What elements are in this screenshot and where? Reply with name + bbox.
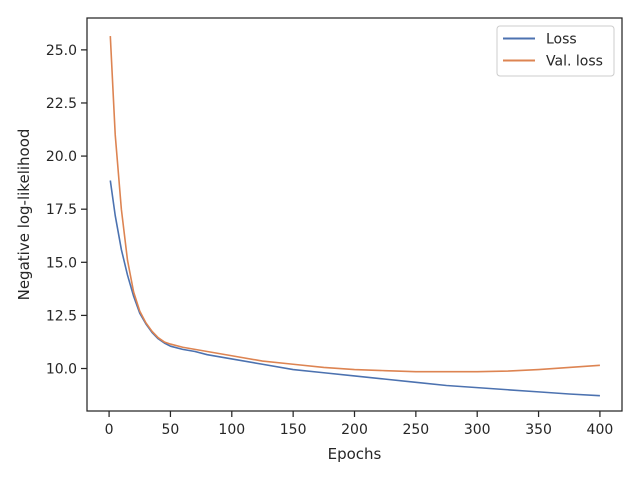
- x-tick-label: 400: [587, 422, 614, 438]
- x-tick-label: 50: [162, 422, 180, 438]
- x-tick-label: 0: [105, 422, 114, 438]
- y-tick-label: 15.0: [46, 255, 77, 271]
- y-tick-label: 22.5: [46, 96, 77, 112]
- x-tick-label: 150: [280, 422, 307, 438]
- y-tick-label: 12.5: [46, 308, 77, 324]
- y-tick-label: 20.0: [46, 149, 77, 165]
- y-axis-label: Negative log-likelihood: [15, 129, 33, 301]
- series-line-val-loss: [109, 36, 600, 373]
- x-tick-label: 300: [464, 422, 491, 438]
- x-tick-label: 200: [341, 422, 368, 438]
- x-axis-label: Epochs: [328, 445, 382, 463]
- legend-label-val-loss: Val. loss: [546, 54, 603, 70]
- plot-frame: [86, 17, 623, 412]
- y-tick-label: 25.0: [46, 43, 77, 59]
- ticks-layer: 0 50 100 150 200 250 300 350 400 10.0 12.5 15.0 17.5…: [46, 43, 613, 438]
- series-line-loss: [109, 180, 600, 397]
- series-layer: [109, 36, 600, 397]
- x-tick-label: 250: [402, 422, 429, 438]
- legend-label-loss: Loss: [546, 32, 577, 48]
- legend: Loss Val. loss: [496, 25, 615, 77]
- x-tick-label: 350: [525, 422, 552, 438]
- y-tick-label: 17.5: [46, 202, 77, 218]
- x-tick-label: 100: [218, 422, 245, 438]
- y-tick-label: 10.0: [46, 362, 77, 378]
